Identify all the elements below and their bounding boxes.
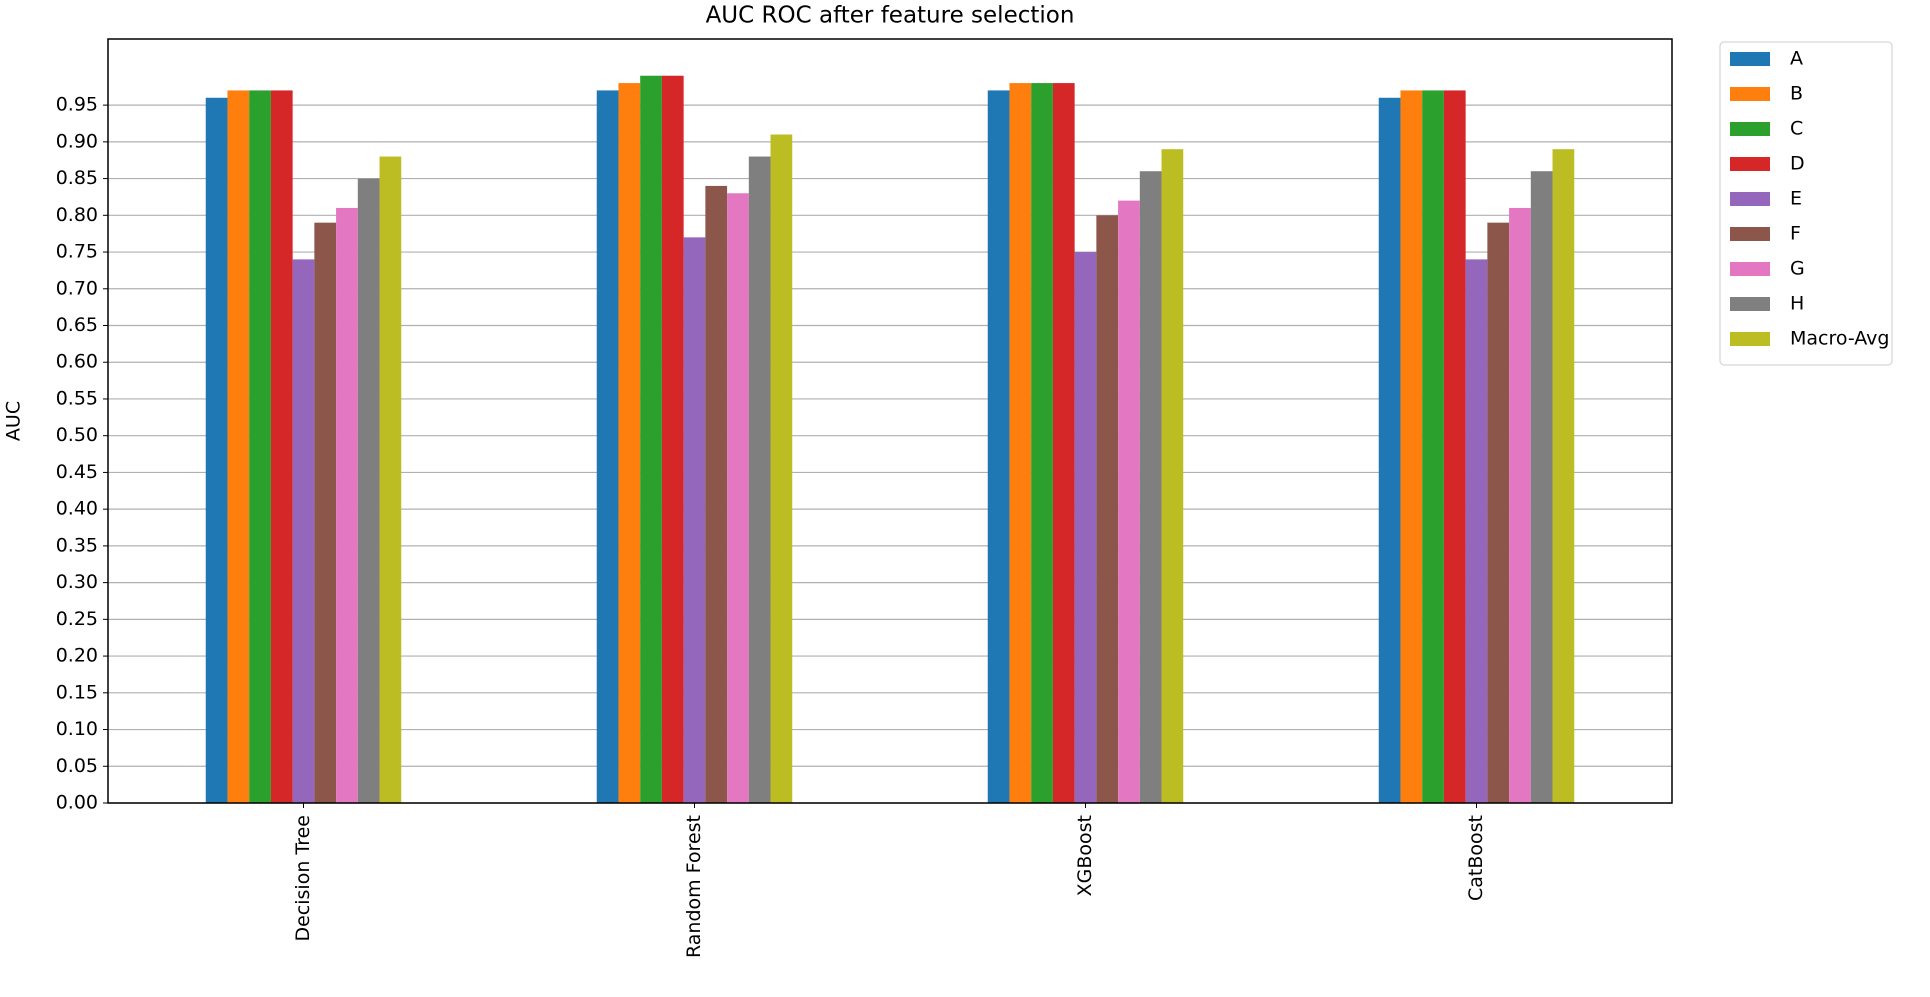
y-tick-label: 0.00 [56, 792, 98, 814]
bar [270, 90, 293, 803]
legend-swatch [1730, 227, 1770, 241]
y-tick-label: 0.50 [56, 424, 98, 446]
legend-label: C [1790, 118, 1803, 140]
legend-swatch [1730, 122, 1770, 136]
y-tick-label: 0.05 [56, 755, 98, 777]
legend-swatch [1730, 332, 1770, 346]
legend-label: G [1790, 258, 1805, 280]
legend-label: Macro-Avg [1790, 328, 1889, 350]
bar [1400, 90, 1423, 803]
x-tick-label: XGBoost [1074, 815, 1096, 896]
legend-swatch [1730, 192, 1770, 206]
bar [227, 90, 250, 803]
legend-label: H [1790, 293, 1804, 315]
y-axis-label: AUC [3, 401, 25, 441]
y-tick-label: 0.75 [56, 241, 98, 263]
bar [1052, 83, 1075, 804]
y-tick-label: 0.35 [56, 534, 98, 556]
y-tick-label: 0.90 [56, 130, 98, 152]
bar [748, 156, 771, 804]
y-tick-label: 0.10 [56, 718, 98, 740]
legend-label: F [1790, 223, 1801, 245]
y-tick-label: 0.40 [56, 498, 98, 520]
bar [1509, 207, 1531, 803]
bar [596, 90, 619, 803]
bar [705, 185, 728, 803]
bar [336, 207, 358, 803]
bar [1074, 252, 1097, 804]
bar [292, 259, 315, 803]
bar [1552, 149, 1575, 803]
legend-swatch [1730, 157, 1770, 171]
bar [1443, 90, 1466, 803]
y-tick-label: 0.30 [56, 571, 98, 593]
bar [640, 75, 662, 803]
x-tick-label: Random Forest [683, 815, 705, 958]
bar [314, 222, 337, 804]
bar [379, 156, 402, 804]
bar [618, 83, 641, 804]
y-tick-label: 0.80 [56, 204, 98, 226]
legend-label: E [1790, 188, 1802, 210]
y-tick-label: 0.20 [56, 645, 98, 667]
bar [205, 97, 228, 804]
bar [1096, 215, 1119, 804]
y-tick-label: 0.25 [56, 608, 98, 630]
legend-swatch [1730, 262, 1770, 276]
legend-label: A [1790, 48, 1803, 70]
y-tick-label: 0.85 [56, 167, 98, 189]
bar [1031, 83, 1053, 804]
bar [1530, 171, 1553, 803]
bar [1139, 171, 1162, 803]
y-tick-label: 0.15 [56, 681, 98, 703]
bar [1465, 259, 1488, 803]
chart-title: AUC ROC after feature selection [706, 3, 1075, 29]
x-tick-label: Decision Tree [292, 815, 314, 942]
bar [770, 134, 793, 803]
bar [1487, 222, 1510, 804]
legend-swatch [1730, 87, 1770, 101]
legend-swatch [1730, 297, 1770, 311]
bar [1422, 90, 1444, 803]
bar [987, 90, 1010, 803]
legend-swatch [1730, 52, 1770, 66]
bar [683, 237, 706, 803]
y-tick-label: 0.65 [56, 314, 98, 336]
y-tick-label: 0.55 [56, 387, 98, 409]
bar [249, 90, 271, 803]
bar [1161, 149, 1184, 803]
y-tick-label: 0.70 [56, 277, 98, 299]
y-tick-label: 0.60 [56, 351, 98, 373]
bar [1009, 83, 1032, 804]
legend-label: D [1790, 153, 1805, 175]
x-tick-label: CatBoost [1465, 815, 1487, 901]
bar [357, 178, 380, 804]
bar [661, 75, 684, 803]
bar [727, 193, 749, 803]
bar [1118, 200, 1140, 804]
bar [1378, 97, 1401, 804]
y-tick-label: 0.45 [56, 461, 98, 483]
legend-label: B [1790, 83, 1803, 105]
plot-frame [107, 38, 1673, 804]
y-tick-label: 0.95 [56, 94, 98, 116]
